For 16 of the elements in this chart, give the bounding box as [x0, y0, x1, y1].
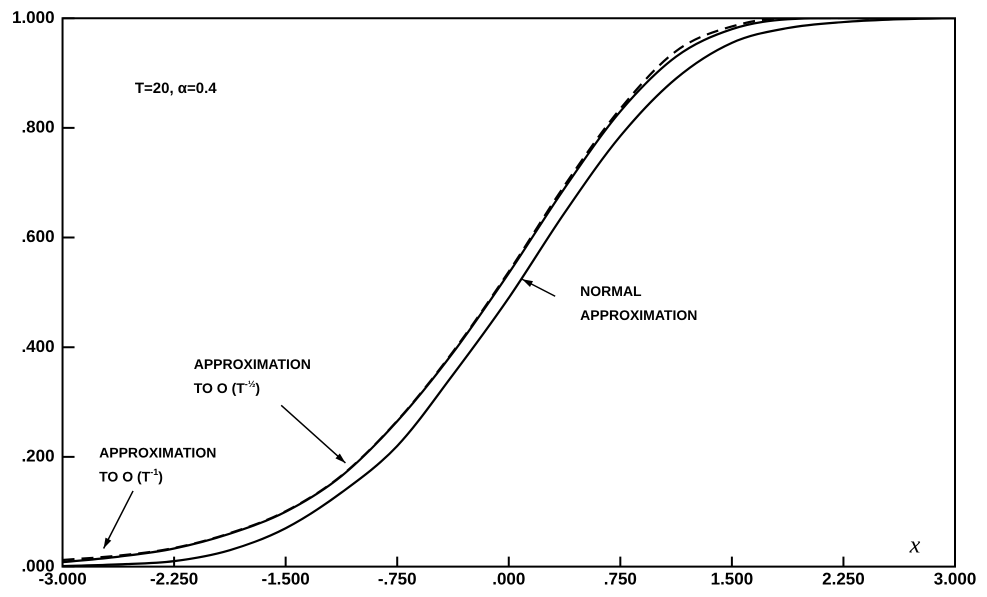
x-tick-label: .000 [492, 569, 526, 588]
y-tick-label: .800 [21, 118, 55, 137]
x-axis-title: x [908, 532, 921, 559]
x-tick-label: .750 [604, 569, 637, 588]
y-tick-label: .600 [21, 227, 55, 246]
y-tick-label: .400 [21, 336, 55, 356]
x-tick-label: 1.500 [710, 569, 754, 588]
annotation: T=20, α=0.4 [134, 80, 218, 97]
annotation: NORMAL APPROXIMATION [580, 283, 698, 324]
x-tick-label: -.750 [378, 569, 417, 588]
y-tick-label: 1.000 [12, 8, 55, 27]
x-tick-label: 3.000 [934, 569, 976, 588]
x-tick-label: -2.250 [150, 569, 198, 588]
x-tick-label: 2.250 [822, 569, 865, 588]
x-tick-label: -1.500 [262, 569, 310, 588]
y-tick-label: .200 [21, 446, 55, 466]
